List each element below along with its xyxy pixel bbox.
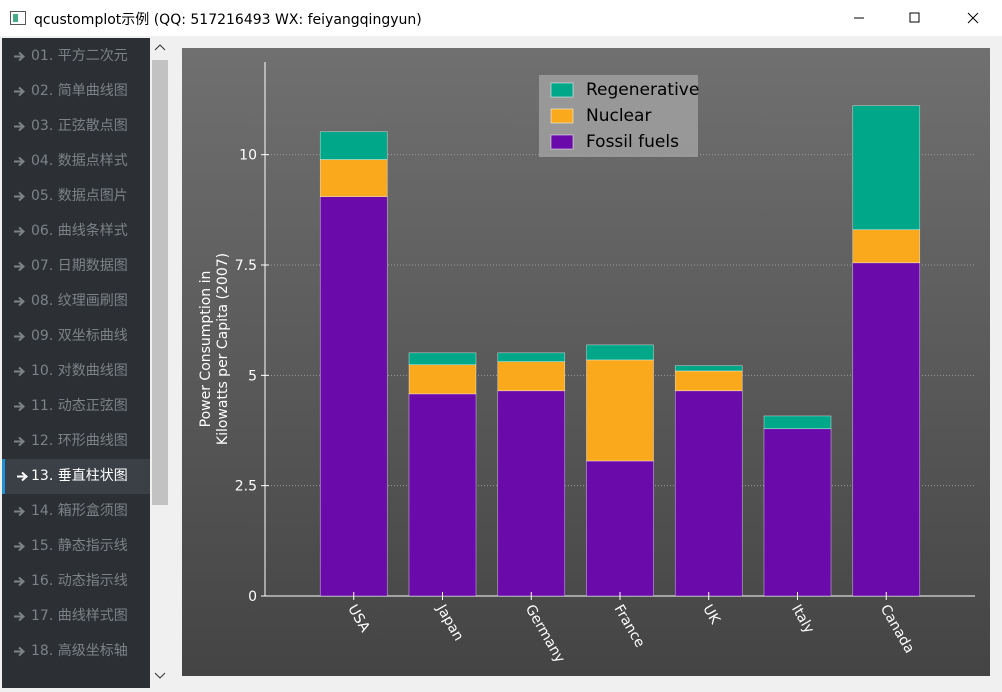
legend-label: Regenerative	[586, 80, 699, 100]
bar-segment	[674, 390, 743, 597]
legend-swatch	[550, 134, 574, 150]
nav-label: 15. 静态指示线	[31, 538, 128, 554]
y-tick-label: 7.5	[235, 258, 257, 274]
arrow-icon	[14, 541, 26, 552]
arrow-icon	[14, 191, 26, 202]
nav-item[interactable]: 10. 对数曲线图	[2, 354, 150, 389]
nav-item[interactable]: 16. 动态指示线	[2, 564, 150, 599]
arrow-icon	[14, 331, 26, 342]
nav-list: 01. 平方二次元 02. 简单曲线图 03. 正弦散点图 04. 数据点样式 05. …	[2, 38, 150, 688]
nav-item[interactable]: 02. 简单曲线图	[2, 74, 150, 109]
arrow-icon	[14, 261, 26, 272]
bar-segment	[497, 361, 566, 392]
title-bar: qcustomplot示例 (QQ: 517216493 WX: feiyang…	[0, 0, 1002, 36]
nav-label: 01. 平方二次元	[31, 48, 128, 64]
arrow-icon	[17, 471, 29, 482]
nav-item[interactable]: 14. 箱形盒须图	[2, 494, 150, 529]
arrow-icon	[14, 156, 26, 167]
arrow-icon	[14, 296, 26, 307]
nav-item[interactable]: 17. 曲线样式图	[2, 599, 150, 634]
bar-segment	[319, 159, 388, 197]
arrow-icon	[14, 436, 26, 447]
nav-label: 02. 简单曲线图	[31, 83, 128, 99]
bar-segment	[319, 131, 388, 160]
nav-item[interactable]: 04. 数据点样式	[2, 144, 150, 179]
arrow-icon	[14, 611, 26, 622]
nav-label: 16. 动态指示线	[31, 573, 128, 589]
nav-item[interactable]: 01. 平方二次元	[2, 39, 150, 74]
bar-segment	[408, 364, 477, 395]
nav-item[interactable]: 03. 正弦散点图	[2, 109, 150, 144]
nav-item[interactable]: 18. 高级坐标轴	[2, 634, 150, 669]
nav-item[interactable]: 06. 曲线条样式	[2, 214, 150, 249]
y-axis-label-line: Power Consumption in	[198, 271, 214, 428]
legend-swatch	[550, 108, 574, 124]
nav-label: 08. 纹理画刷图	[31, 293, 128, 309]
nav-label: 09. 双坐标曲线	[31, 328, 128, 344]
nav-label: 11. 动态正弦图	[31, 398, 128, 414]
arrow-icon	[14, 51, 26, 62]
y-axis-label: Power Consumption inKilowatts per Capita…	[198, 253, 231, 445]
nav-label: 18. 高级坐标轴	[31, 643, 128, 659]
arrow-icon	[14, 401, 26, 412]
bar-segment	[852, 262, 921, 597]
y-tick-label: 0	[248, 589, 257, 605]
window-controls[interactable]	[850, 0, 990, 36]
nav-label: 17. 曲线样式图	[31, 608, 128, 624]
y-axis-label-line: Kilowatts per Capita (2007)	[215, 253, 231, 445]
nav-label: 14. 箱形盒须图	[31, 503, 128, 519]
nav-label: 12. 环形曲线图	[31, 433, 128, 449]
legend-label: Nuclear	[586, 106, 651, 126]
bar-segment	[674, 370, 743, 392]
arrow-icon	[14, 121, 26, 132]
bar-segment	[586, 460, 654, 597]
nav-label: 05. 数据点图片	[31, 188, 128, 204]
bar-segment	[497, 352, 566, 362]
nav-item[interactable]: 15. 静态指示线	[2, 529, 150, 564]
bar-segment	[586, 359, 654, 462]
arrow-icon	[14, 576, 26, 587]
arrow-icon	[14, 366, 26, 377]
bar-segment	[408, 393, 477, 597]
bar-segment	[852, 229, 921, 264]
nav-item[interactable]: 07. 日期数据图	[2, 249, 150, 284]
nav-label: 04. 数据点样式	[31, 153, 128, 169]
chart: 0 2.5 5 7.5 10 Power Consumption inKilowatts …	[182, 48, 990, 676]
y-tick-label: 5	[248, 368, 257, 384]
nav-item[interactable]: 05. 数据点图片	[2, 179, 150, 214]
window-title: qcustomplot示例 (QQ: 517216493 WX: feiyang…	[34, 12, 422, 28]
bar-segment	[763, 428, 832, 597]
arrow-icon	[14, 506, 26, 517]
nav-label: 03. 正弦散点图	[31, 118, 128, 134]
nav-item[interactable]: 13. 垂直柱状图	[2, 459, 150, 494]
arrow-icon	[14, 86, 26, 97]
nav-label: 10. 对数曲线图	[31, 363, 128, 379]
arrow-icon	[14, 226, 26, 237]
legend-swatch	[550, 82, 574, 98]
bar-segment	[586, 344, 654, 361]
app-icon	[10, 11, 26, 25]
legend-label: Fossil fuels	[586, 132, 679, 152]
nav-item[interactable]: 09. 双坐标曲线	[2, 319, 150, 354]
nav-item[interactable]: 08. 纹理画刷图	[2, 284, 150, 319]
scrollbar-graphic	[152, 44, 168, 679]
bar-segment	[852, 105, 921, 231]
scrollbar[interactable]	[150, 38, 170, 688]
bar-segment	[674, 365, 743, 372]
bar-segment	[763, 415, 832, 430]
nav-label: 06. 曲线条样式	[31, 223, 128, 239]
nav-label: 07. 日期数据图	[31, 258, 128, 274]
bar-segment	[497, 390, 566, 597]
nav-item[interactable]: 12. 环形曲线图	[2, 424, 150, 459]
nav-label: 13. 垂直柱状图	[31, 468, 128, 484]
bar-segment	[408, 352, 477, 366]
y-tick-label: 10	[239, 148, 257, 164]
nav-item[interactable]: 11. 动态正弦图	[2, 389, 150, 424]
y-tick-label: 2.5	[235, 479, 257, 495]
arrow-icon	[14, 646, 26, 657]
bar-segment	[319, 196, 388, 597]
